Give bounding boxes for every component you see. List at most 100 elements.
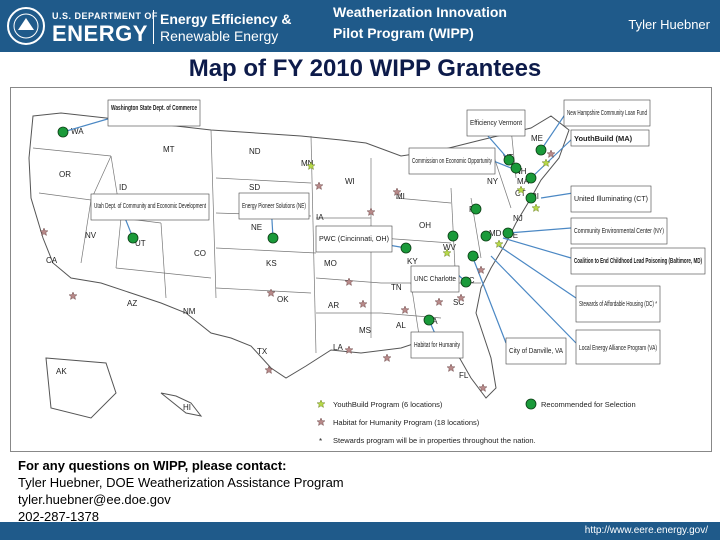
state-label: OH (419, 221, 431, 230)
callout-label: Commission on Economic Opportunity (412, 156, 492, 165)
grantee-dot (127, 232, 139, 244)
callout-label: Community Environmental Center (NY) (574, 226, 664, 235)
grantee-dot (267, 232, 279, 244)
legend-stewards-asterisk: * (319, 437, 322, 446)
habitat-star (446, 363, 456, 372)
callout-label: Habitat for Humanity (414, 340, 460, 349)
state-label: MI (396, 192, 405, 201)
youthbuild-star (531, 203, 541, 212)
grantee-dot (423, 314, 435, 326)
header-divider (153, 10, 154, 44)
grantee-dot (525, 172, 537, 184)
state-label: AZ (127, 299, 137, 308)
callout-boxes: Washington State Dept. of Commerce Utah … (90, 99, 706, 365)
callout-label: UNC Charlotte (414, 274, 456, 283)
callout-label: Local Energy Alliance Program (VA) (579, 343, 657, 352)
state-label: FL (459, 371, 469, 380)
program-title-line2: Pilot Program (WIPP) (333, 25, 474, 41)
state-label: CT (515, 189, 526, 198)
callout-label: Utah Dept. of Community and Economic Dev… (94, 201, 207, 210)
contact-name: Tyler Huebner, DOE Weatherization Assist… (18, 475, 344, 490)
callout-label: Washington State Dept. of Commerce (111, 103, 197, 112)
legend-recommended-swatch (525, 398, 537, 410)
state-label: AK (56, 367, 67, 376)
page-title: Map of FY 2010 WIPP Grantees (188, 55, 542, 82)
callout-label: City of Danville, VA (509, 346, 563, 355)
hawaii-outline (160, 392, 203, 417)
callout-label: New Hampshire Community Loan Fund (567, 108, 647, 117)
callout-lines (62, 112, 577, 344)
presenter-name: Tyler Huebner (628, 17, 710, 32)
recommended-markers (57, 126, 547, 326)
doe-seal-icon (7, 7, 45, 45)
state-label: SD (249, 183, 260, 192)
state-label: MO (324, 259, 337, 268)
legend-youthbuild-swatch (316, 399, 326, 408)
callout-label: Energy Pioneer Solutions (NE) (242, 201, 306, 210)
habitat-star (382, 353, 392, 362)
callout-label: YouthBuild (MA) (574, 134, 633, 143)
state-label: IA (316, 213, 324, 222)
callout-label: Stewards of Affordable Housing (DC) * (579, 299, 657, 308)
state-label: TX (257, 347, 268, 356)
state-label: CA (46, 256, 58, 265)
state-label: AR (328, 301, 339, 310)
footer-url[interactable]: http://www.eere.energy.gov/ (584, 525, 708, 536)
us-map-svg: WA OR CA NV ID MT UT AZ NM CO ND SD NE K… (28, 99, 706, 446)
state-label: OR (59, 170, 71, 179)
callout-label: Efficiency Vermont (470, 118, 523, 127)
legend-recommended-label: Recommended for Selection (541, 400, 636, 409)
grantee-dot (470, 203, 482, 215)
state-label: MA (517, 177, 530, 186)
state-label: KY (407, 257, 418, 266)
state-label: ND (249, 147, 261, 156)
grantee-dot (480, 230, 492, 242)
header-bar: U.S. DEPARTMENT OF ENERGY Energy Efficie… (0, 0, 720, 52)
department-label: U.S. DEPARTMENT OF (52, 11, 158, 21)
grantee-dot (510, 162, 522, 174)
state-label: OK (277, 295, 289, 304)
state-label: CO (194, 249, 206, 258)
state-label: NM (183, 307, 196, 316)
state-label: LA (333, 343, 343, 352)
state-label: WA (71, 127, 84, 136)
state-label: KS (266, 259, 277, 268)
grantee-dot (503, 154, 515, 166)
contact-block: For any questions on WIPP, please contac… (18, 457, 468, 525)
state-label: NY (487, 177, 499, 186)
grantee-dot (460, 276, 472, 288)
state-label: MD (489, 229, 502, 238)
state-label: MN (301, 159, 314, 168)
footer-bar: http://www.eere.energy.gov/ (0, 522, 720, 540)
state-label: WI (345, 177, 355, 186)
legend: YouthBuild Program (6 locations) Habitat… (316, 398, 636, 446)
state-label: UT (135, 239, 146, 248)
grantee-dot (467, 250, 479, 262)
grantee-dot (400, 242, 412, 254)
state-label: WV (443, 243, 457, 252)
office-name-line1: Energy Efficiency & (160, 11, 292, 27)
legend-habitat-label: Habitat for Humanity Program (18 locatio… (333, 418, 480, 427)
state-label: ME (531, 134, 543, 143)
grantee-dot (447, 230, 459, 242)
state-label: NJ (513, 214, 523, 223)
state-label: NH (515, 167, 527, 176)
state-label: TN (391, 283, 402, 292)
contact-phone: 202-287-1378 (18, 509, 99, 524)
callout-label: PWC (Cincinnati, OH) (319, 234, 389, 243)
contact-email[interactable]: tyler.huebner@ee.doe.gov (18, 492, 171, 507)
alaska-outline (45, 357, 117, 419)
callout-label: United Illuminating (CT) (574, 194, 648, 203)
state-label: ID (119, 183, 127, 192)
state-label: AL (396, 321, 406, 330)
state-label: SC (453, 298, 464, 307)
grantee-dot (535, 144, 547, 156)
callout-label: Coalition to End Childhood Lead Poisonin… (574, 256, 702, 265)
grantee-dot (502, 227, 514, 239)
state-label: NE (251, 223, 262, 232)
state-label: HI (183, 403, 191, 412)
state-label: MS (359, 326, 371, 335)
state-label: MT (163, 145, 175, 154)
program-title-line1: Weatherization Innovation (333, 4, 507, 20)
grantee-dot (525, 192, 537, 204)
